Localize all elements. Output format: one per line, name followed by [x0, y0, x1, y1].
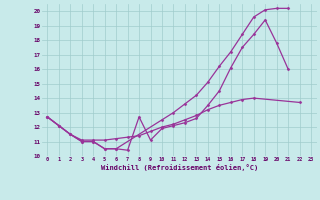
X-axis label: Windchill (Refroidissement éolien,°C): Windchill (Refroidissement éolien,°C) [100, 164, 258, 171]
